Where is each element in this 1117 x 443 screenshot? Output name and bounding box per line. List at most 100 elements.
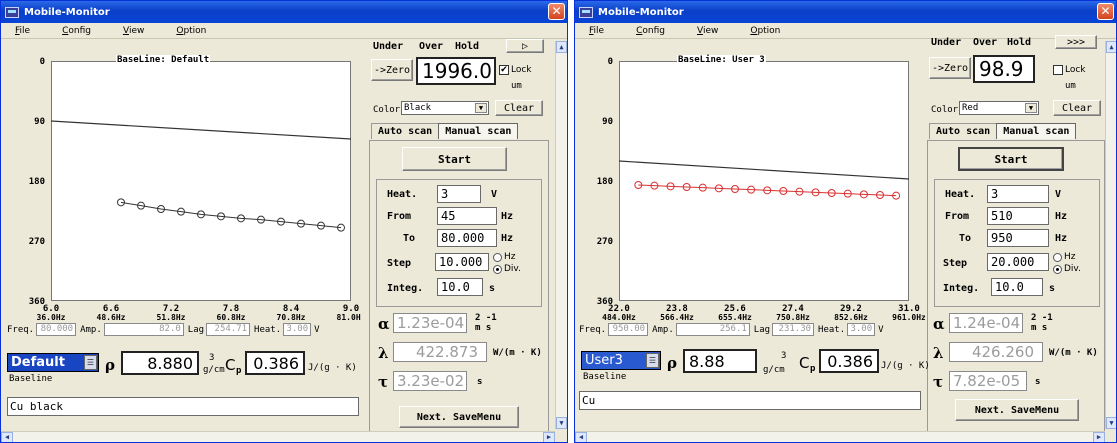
chevron-down-icon[interactable]: ☰ bbox=[84, 355, 97, 370]
density-input[interactable]: 8.880 bbox=[121, 351, 199, 375]
notes-input[interactable]: Cu black bbox=[7, 397, 359, 416]
lambda-unit: W/(m · K) bbox=[493, 348, 542, 358]
scroll-right-icon[interactable]: ▶ bbox=[1093, 432, 1105, 442]
tab-auto-scan[interactable]: Auto scan bbox=[929, 123, 998, 139]
menu-config[interactable]: Config bbox=[62, 25, 91, 36]
next-savemenu-button[interactable]: Next. SaveMenu bbox=[399, 406, 519, 428]
lock-check-icon bbox=[1053, 65, 1063, 75]
lock-checkbox[interactable]: Lock bbox=[1053, 65, 1086, 75]
menu-file[interactable]: File bbox=[15, 25, 31, 36]
radio-hz[interactable]: Hz bbox=[1053, 252, 1076, 262]
zero-button[interactable]: ->Zero bbox=[371, 59, 413, 81]
lock-check-icon: ✔ bbox=[499, 65, 509, 75]
density-input[interactable]: 8.88 bbox=[683, 349, 757, 373]
displacement-value: 1996.0 bbox=[416, 57, 496, 85]
title-bar[interactable]: Mobile-Monitor ✕ bbox=[575, 1, 1116, 23]
notes-input[interactable]: Cu bbox=[579, 391, 921, 410]
baseline-select[interactable]: Default ☰ bbox=[7, 353, 99, 372]
y-tick-label: 0 bbox=[608, 57, 613, 67]
radio-div[interactable]: Div. bbox=[1053, 264, 1081, 274]
data-point bbox=[795, 187, 804, 196]
scroll-up-icon[interactable]: ▲ bbox=[1106, 41, 1116, 53]
from-input[interactable]: 45 bbox=[437, 207, 497, 225]
start-button[interactable]: Start bbox=[958, 147, 1064, 171]
scroll-left-icon[interactable]: ◀ bbox=[575, 432, 587, 442]
title-bar[interactable]: Mobile-Monitor ✕ bbox=[1, 1, 567, 23]
menu-option[interactable]: Option bbox=[176, 25, 207, 36]
color-label: Color bbox=[931, 105, 959, 115]
step-input[interactable]: 10.000 bbox=[435, 253, 489, 271]
y-tick-label: 360 bbox=[29, 297, 45, 307]
vertical-scrollbar[interactable]: ▲ ▼ bbox=[555, 41, 567, 429]
radio-hz[interactable]: Hz bbox=[493, 252, 516, 262]
baseline-select[interactable]: User3 ☰ bbox=[581, 351, 661, 370]
lock-checkbox[interactable]: ✔ Lock bbox=[499, 65, 532, 75]
color-select[interactable]: Red ▼ bbox=[959, 101, 1039, 115]
to-label: To bbox=[403, 233, 416, 244]
close-button[interactable]: ✕ bbox=[1097, 3, 1114, 20]
lag-label: Lag bbox=[187, 324, 205, 335]
x-tick-freq-label: 655.4Hz bbox=[718, 313, 752, 322]
chevron-down-icon[interactable]: ▼ bbox=[475, 103, 487, 113]
horizontal-scrollbar[interactable]: ◀ ▶ bbox=[1, 431, 555, 442]
scroll-up-icon[interactable]: ▲ bbox=[556, 41, 567, 53]
heat-input[interactable]: 3 bbox=[437, 185, 481, 203]
menu-file[interactable]: File bbox=[589, 25, 605, 36]
hold-button[interactable]: ▷ bbox=[506, 39, 544, 53]
data-point bbox=[763, 186, 772, 195]
menu-config[interactable]: Config bbox=[636, 25, 665, 36]
scan-tabs: Auto scan Manual scan bbox=[929, 123, 1077, 139]
scroll-right-icon[interactable]: ▶ bbox=[543, 432, 555, 442]
to-input[interactable]: 80.000 bbox=[437, 229, 497, 247]
to-input[interactable]: 950 bbox=[987, 229, 1049, 247]
menu-bar: File Config View Option bbox=[575, 23, 1116, 39]
integ-input[interactable]: 10.0 bbox=[437, 278, 483, 296]
close-button[interactable]: ✕ bbox=[548, 3, 565, 20]
heat-capacity-unit: J/(g · K) bbox=[308, 363, 357, 373]
clear-button[interactable]: Clear bbox=[1053, 100, 1101, 116]
integ-input[interactable]: 10.0 bbox=[991, 278, 1043, 296]
density-unit: g/cm bbox=[203, 365, 225, 375]
color-select[interactable]: Black ▼ bbox=[401, 101, 489, 115]
tab-manual-scan[interactable]: Manual scan bbox=[996, 123, 1077, 139]
density-unit-exp: 3 bbox=[209, 353, 215, 363]
next-savemenu-button[interactable]: Next. SaveMenu bbox=[955, 399, 1079, 421]
lag-label: Lag bbox=[753, 324, 771, 335]
manual-scan-panel: Start Heat. 3 V From 510 Hz To 950 Hz St… bbox=[927, 140, 1105, 442]
tau-unit: s bbox=[477, 377, 483, 387]
heat-capacity-input[interactable]: 0.386 bbox=[245, 351, 305, 375]
heat-capacity-unit: J/(g · K) bbox=[881, 361, 930, 371]
tab-manual-scan[interactable]: Manual scan bbox=[438, 123, 519, 139]
radio-hz-circle bbox=[1053, 252, 1062, 262]
scroll-down-icon[interactable]: ▼ bbox=[556, 417, 567, 429]
clear-button[interactable]: Clear bbox=[495, 100, 543, 116]
menu-option[interactable]: Option bbox=[750, 25, 781, 36]
rho-symbol: ρ bbox=[667, 354, 677, 372]
integ-unit: s bbox=[1049, 283, 1056, 294]
alpha-unit: m s bbox=[1031, 323, 1048, 333]
scroll-down-icon[interactable]: ▼ bbox=[1106, 417, 1116, 429]
radio-div-circle bbox=[493, 264, 502, 274]
vertical-scrollbar[interactable]: ▲ ▼ bbox=[1105, 41, 1116, 429]
scan-params-group: Heat. 3 V From 45 Hz To 80.000 Hz Step 1… bbox=[376, 179, 542, 307]
zero-button[interactable]: ->Zero bbox=[929, 57, 971, 79]
chevron-down-icon[interactable]: ☰ bbox=[646, 353, 659, 368]
heat-capacity-input[interactable]: 0.386 bbox=[819, 349, 879, 373]
hold-button[interactable]: >>> bbox=[1055, 35, 1097, 49]
heat-input[interactable]: 3 bbox=[987, 185, 1049, 203]
cp-symbol: C bbox=[225, 356, 236, 374]
scroll-left-icon[interactable]: ◀ bbox=[1, 432, 13, 442]
menu-view[interactable]: View bbox=[696, 25, 719, 36]
monitor-window-user3: Mobile-Monitor ✕ File Config View Option… bbox=[574, 0, 1117, 443]
chevron-down-icon[interactable]: ▼ bbox=[1025, 103, 1037, 113]
horizontal-scrollbar[interactable]: ◀ ▶ bbox=[575, 431, 1105, 442]
integ-unit: s bbox=[489, 283, 496, 294]
start-button[interactable]: Start bbox=[402, 147, 507, 171]
tab-auto-scan[interactable]: Auto scan bbox=[371, 123, 440, 139]
x-tick-label: 25.6 bbox=[724, 304, 746, 314]
from-input[interactable]: 510 bbox=[987, 207, 1049, 225]
step-input[interactable]: 20.000 bbox=[987, 253, 1049, 271]
radio-div[interactable]: Div. bbox=[493, 264, 521, 274]
menu-view[interactable]: View bbox=[122, 25, 145, 36]
baseline-line bbox=[50, 120, 352, 140]
